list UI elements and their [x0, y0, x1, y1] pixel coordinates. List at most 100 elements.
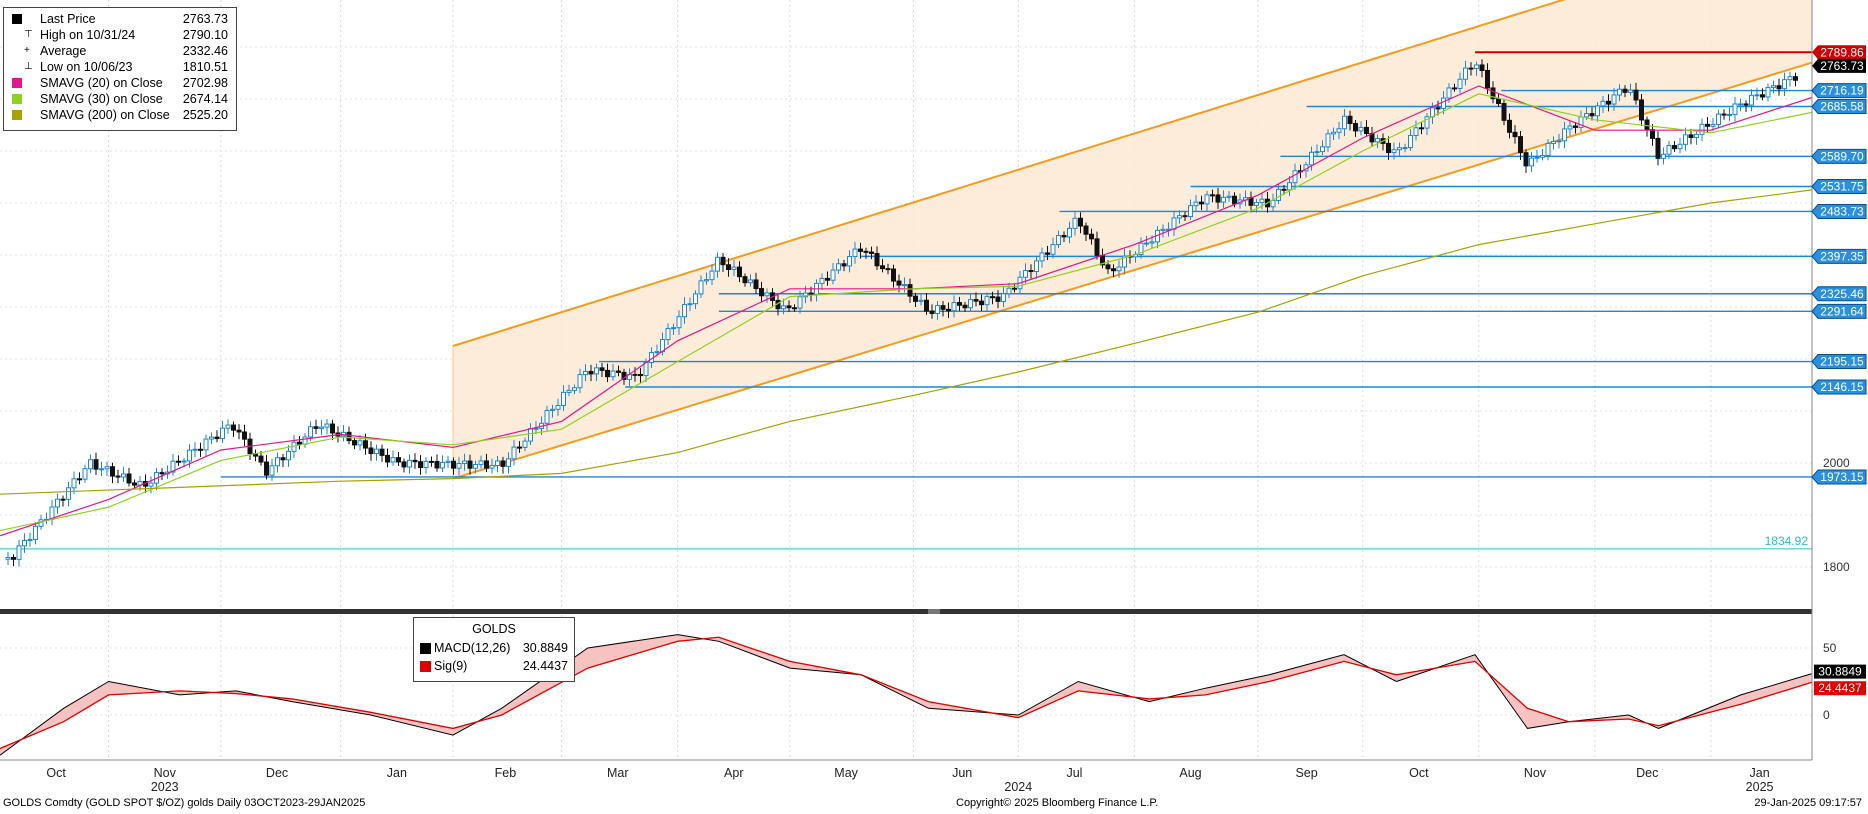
- candle-body: [1518, 136, 1523, 154]
- candle-body: [1072, 217, 1078, 229]
- candle-body: [1116, 266, 1122, 272]
- candle-body: [126, 473, 132, 484]
- legend-name: Average: [40, 44, 87, 58]
- candle-body: [181, 460, 187, 463]
- candle-body: [176, 460, 181, 463]
- candle-body: [1221, 196, 1226, 203]
- candle-body: [533, 427, 539, 430]
- candle-body: [1501, 102, 1507, 121]
- price-label-text: 1973.15: [1820, 470, 1864, 484]
- candle-body: [1644, 119, 1650, 131]
- price-label-box: [1811, 148, 1867, 164]
- candle-body: [352, 440, 357, 446]
- macd-legend: GOLDS MACD(12,26) 30.8849 Sig(9) 24.4437: [413, 617, 575, 682]
- candle-body: [1424, 116, 1430, 129]
- candle-body: [704, 279, 709, 282]
- legend-value: 30.8849: [522, 641, 568, 655]
- candle-body: [462, 460, 467, 465]
- candle-body: [852, 248, 858, 258]
- x-tick-label: Apr: [724, 766, 743, 780]
- candle-body: [258, 455, 264, 463]
- candle-body: [913, 295, 918, 302]
- candle-body: [1567, 125, 1573, 130]
- candle-body: [1512, 131, 1518, 138]
- candle-body: [1105, 264, 1111, 270]
- candle-body: [148, 482, 154, 487]
- candle-body: [1606, 100, 1611, 105]
- candle-body: [528, 428, 533, 442]
- candle-body: [363, 440, 368, 449]
- sma-line: [0, 93, 1813, 532]
- price-label-text: 2716.19: [1820, 84, 1864, 98]
- candle-body: [1441, 97, 1446, 109]
- candle-body: [951, 302, 957, 312]
- candle-body: [412, 459, 418, 463]
- legend-name: SMAVG (20) on Close: [40, 76, 163, 90]
- candle-body: [1705, 123, 1710, 127]
- candle-body: [1039, 252, 1045, 262]
- candle-body: [973, 299, 979, 302]
- candle-body: [1375, 138, 1380, 143]
- candle-body: [1457, 78, 1463, 90]
- legend-swatch: [12, 94, 22, 104]
- x-tick-label: Jan: [1750, 766, 1770, 780]
- candle-body: [1468, 67, 1474, 70]
- candle-body: [863, 250, 869, 253]
- price-label-box: [1812, 45, 1866, 60]
- candle-body: [1523, 152, 1529, 167]
- candle-body: [1496, 98, 1501, 104]
- candle-body: [1314, 151, 1320, 154]
- legend-swatch: [12, 110, 22, 120]
- legend-name: Low on 10/06/23: [40, 60, 133, 74]
- candle-body: [1171, 217, 1177, 230]
- grid-lines: [0, 0, 1812, 760]
- candle-body: [1776, 85, 1782, 90]
- macd-legend-row: MACD(12,26) 30.8849: [420, 640, 570, 656]
- legend-swatch: [420, 661, 431, 672]
- candle-body: [588, 370, 594, 375]
- legend-swatch: [12, 78, 22, 88]
- candle-body: [1452, 87, 1457, 90]
- price-label-box: [1811, 303, 1867, 319]
- y-tick-label: 1800: [1823, 560, 1850, 574]
- moving-averages: [0, 85, 1813, 537]
- candle-body: [1661, 153, 1666, 159]
- price-label-box: [1811, 379, 1867, 395]
- candle-body: [60, 498, 66, 501]
- candle-body: [489, 465, 495, 469]
- axes: 1800 2000 0 50 Oct Nov Dec Jan Feb Mar Apr May Jun Ju…: [0, 0, 1850, 794]
- x-tick-label: Jul: [1066, 766, 1082, 780]
- legend-value: 2332.46: [182, 44, 228, 58]
- candle-body: [544, 409, 550, 424]
- candle-body: [495, 460, 500, 467]
- candle-body: [319, 426, 324, 429]
- y-tick-label: 50: [1823, 641, 1837, 655]
- x-tick-label: Oct: [46, 766, 66, 780]
- candle-body: [302, 436, 308, 445]
- candle-body: [1144, 242, 1149, 245]
- candle-body: [1149, 241, 1155, 244]
- candle-body: [506, 458, 511, 467]
- candle-body: [374, 448, 379, 455]
- legend-row: + Average 2332.46: [10, 43, 232, 59]
- candle-body: [1254, 202, 1259, 206]
- high-marker-icon: ⊤: [24, 29, 33, 40]
- candle-body: [1188, 205, 1193, 218]
- candle-body: [115, 475, 121, 478]
- candle-body: [220, 427, 225, 440]
- x-tick-label: Feb: [495, 766, 517, 780]
- macd-label-box: [1814, 664, 1866, 679]
- candle-body: [1556, 140, 1562, 143]
- macd-legend-title: GOLDS: [472, 622, 516, 636]
- legend-name: Last Price: [40, 12, 96, 26]
- candle-body: [1061, 234, 1067, 238]
- candle-body: [500, 460, 506, 467]
- candle-body: [192, 448, 198, 451]
- candle-body: [1259, 198, 1265, 204]
- candle-body: [445, 460, 451, 463]
- candle-body: [1226, 195, 1232, 198]
- macd-line: [0, 634, 1813, 756]
- candle-body: [121, 473, 126, 478]
- candle-body: [1045, 252, 1050, 255]
- candle-body: [841, 263, 847, 267]
